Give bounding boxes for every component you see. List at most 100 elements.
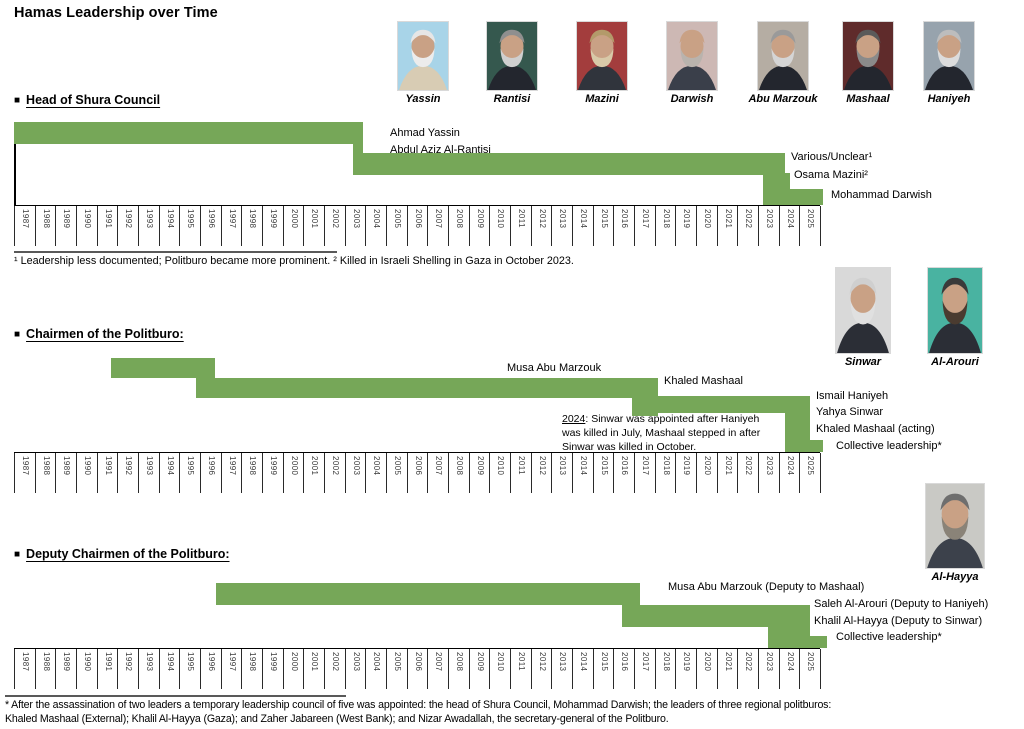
axis-tick (179, 453, 181, 493)
axis-tick (468, 453, 470, 493)
axis-year-label: 1992 (124, 652, 134, 672)
axis-tick (55, 453, 57, 493)
axis-tick (76, 649, 77, 689)
axis-tick (241, 206, 243, 246)
axis-year-label: 1992 (124, 456, 134, 476)
axis-tick (220, 649, 222, 689)
axis-tick (282, 649, 284, 689)
axis-year-label: 1992 (124, 209, 134, 229)
axis-year-label: 2013 (558, 652, 568, 672)
axis-tick (138, 649, 139, 689)
timeline-1-plot-left-border (14, 144, 16, 205)
axis-year-label: 1995 (186, 209, 196, 229)
axis-tick (158, 453, 160, 493)
portrait-name-sinwar: Sinwar (844, 356, 882, 368)
timeline-1-bar-segment (763, 189, 823, 205)
axis-year-label: 2007 (434, 209, 444, 229)
axis-tick (220, 206, 222, 246)
axis-year-label: 2017 (640, 209, 650, 229)
portrait-photo-al-hayya (925, 483, 985, 569)
axis-tick (241, 453, 243, 493)
footer-separator-line (5, 695, 346, 697)
axis-year-label: 2019 (682, 209, 692, 229)
person-silhouette-icon (928, 268, 982, 353)
axis-year-label: 2021 (723, 652, 733, 672)
axis-tick (799, 453, 801, 493)
axis-year-label: 2022 (744, 652, 754, 672)
axis-tick (303, 649, 305, 689)
axis-tick (654, 453, 656, 493)
axis-year-label: 1987 (20, 209, 30, 229)
annotation-2024: 2024: Sinwar was appointed after Haniyeh… (562, 412, 760, 454)
axis-tick (34, 453, 36, 493)
axis-year-label: 1989 (62, 652, 72, 672)
annotation-year: 2024 (562, 413, 586, 425)
axis-tick (386, 206, 387, 246)
axis-year-label: 2024 (785, 652, 795, 672)
axis-tick (510, 453, 511, 493)
page-title: Hamas Leadership over Time (14, 5, 218, 21)
axis-year-label: 2016 (620, 456, 630, 476)
axis-tick (551, 206, 553, 246)
axis-year-label: 2009 (475, 209, 485, 229)
timeline-2-bar-segment (111, 358, 215, 378)
axis-tick (613, 453, 615, 493)
axis-tick (592, 206, 594, 246)
axis-tick (55, 649, 57, 689)
axis-tick (778, 649, 780, 689)
axis-tick (138, 206, 139, 246)
axis-year-label: 2022 (744, 456, 754, 476)
axis-tick (179, 206, 181, 246)
axis-tick (117, 453, 119, 493)
axis-year-label: 2005 (392, 652, 402, 672)
axis-tick (758, 649, 759, 689)
axis-year-label: 2006 (413, 652, 423, 672)
timeline-1-x-axis: 1987 1988 1989 1990 1991 1992 1993 1994 1995 1996… (14, 205, 821, 246)
axis-year-label: 2011 (516, 456, 526, 475)
axis-year-label: 1994 (165, 652, 175, 672)
axis-tick (324, 206, 325, 246)
timeline-2-leader-label: Collective leadership* (836, 440, 942, 452)
axis-year-label: 1994 (165, 209, 175, 229)
axis-year-label: 1990 (82, 209, 92, 229)
axis-tick (324, 453, 325, 493)
portrait-name-mashaal: Mashaal (846, 93, 890, 105)
axis-tick (592, 649, 594, 689)
axis-tick (96, 206, 98, 246)
person-silhouette-icon (758, 22, 808, 90)
axis-tick (262, 649, 263, 689)
axis-year-label: 2012 (537, 652, 547, 672)
portrait-name-yassin: Yassin (405, 93, 441, 105)
axis-tick (634, 453, 635, 493)
axis-year-label: 2001 (310, 209, 320, 229)
section-heading-politburo-deputy-chairmen: ■ Deputy Chairmen of the Politburo: (14, 547, 230, 561)
axis-year-label: 2022 (744, 209, 754, 229)
axis-year-label: 2004 (372, 652, 382, 672)
axis-tick (696, 649, 697, 689)
axis-tick (716, 649, 718, 689)
timeline-1-bar-segment (353, 153, 782, 175)
axis-tick (365, 649, 367, 689)
axis-tick (303, 453, 305, 493)
axis-tick (386, 453, 387, 493)
axis-year-label: 2000 (289, 209, 299, 229)
axis-year-label: 2016 (620, 652, 630, 672)
person-silhouette-icon (924, 22, 974, 90)
timeline-1-leader-label: Mohammad Darwish (831, 189, 932, 201)
timeline-2-x-axis: 1987 1988 1989 1990 1991 1992 1993 1994 1995 1996… (14, 452, 821, 493)
axis-tick (406, 649, 408, 689)
axis-year-label: 1990 (82, 456, 92, 476)
axis-tick (406, 206, 408, 246)
axis-tick (158, 206, 160, 246)
person-silhouette-icon (398, 22, 448, 90)
axis-tick (138, 453, 139, 493)
timeline-2-bar-segment (196, 378, 658, 398)
axis-year-label: 2008 (454, 209, 464, 229)
axis-year-label: 2021 (723, 209, 733, 229)
axis-tick (158, 649, 160, 689)
annotation-line-3: Sinwar was killed in October. (562, 441, 697, 453)
axis-year-label: 2013 (558, 209, 568, 229)
axis-tick (448, 649, 449, 689)
axis-tick (448, 453, 449, 493)
